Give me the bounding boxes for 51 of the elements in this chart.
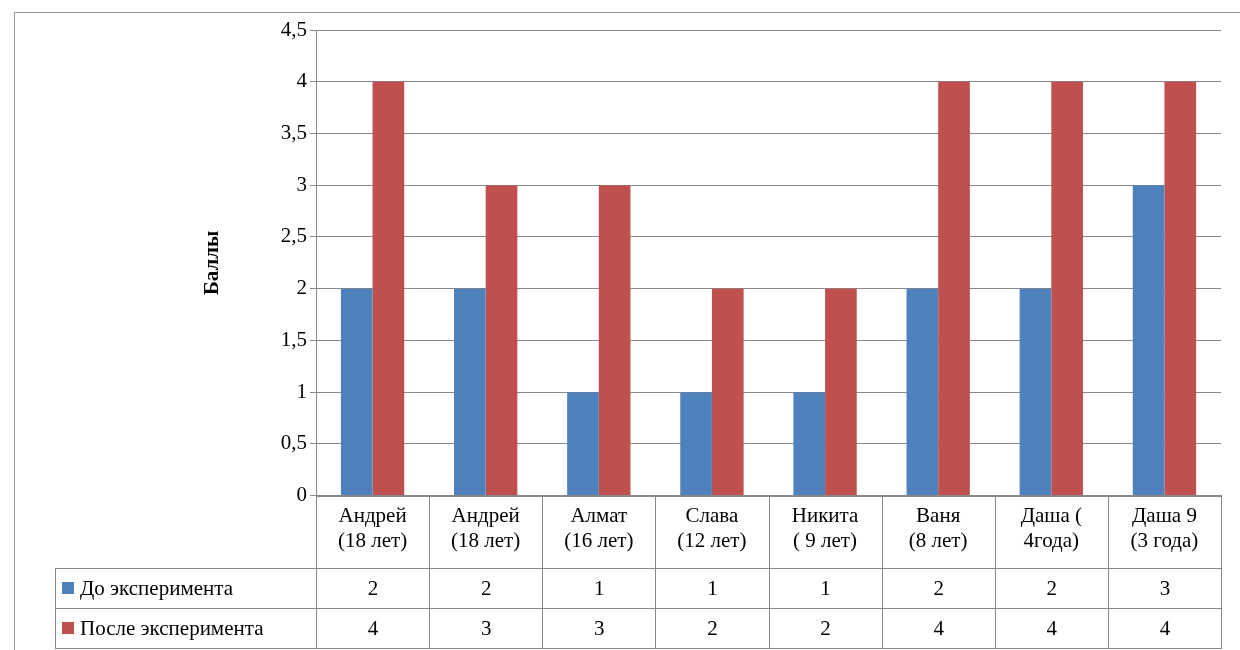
y-tick-label: 0,5 (280, 430, 307, 455)
bar (485, 185, 518, 496)
bar (1051, 81, 1083, 496)
y-axis-title: Баллы (199, 230, 224, 296)
x-tick-label: Никита ( 9 лет) (791, 502, 860, 552)
bar (372, 81, 405, 496)
bar (793, 392, 826, 496)
y-tick-label: 4,5 (280, 16, 307, 41)
bar (454, 288, 486, 496)
bar (1164, 81, 1197, 496)
data-label: 3 (1107, 567, 1222, 609)
x-tick-label: Андрей (18 лет) (337, 502, 408, 552)
x-tick-label: Андрей (18 лет) (451, 502, 521, 552)
bar (906, 288, 939, 496)
y-tick-label: 2 (296, 275, 307, 300)
data-label: 4 (881, 607, 996, 649)
data-label: 3 (429, 607, 544, 649)
data-label: 2 (994, 567, 1109, 609)
bar (1019, 288, 1052, 496)
data-label: 2 (655, 607, 770, 649)
bar (340, 288, 373, 496)
bar (825, 288, 857, 496)
x-tick-label: Ваня (8 лет) (908, 502, 968, 552)
bar (567, 392, 599, 496)
data-label: 4 (994, 607, 1109, 649)
bar (1132, 185, 1165, 496)
bar (598, 185, 631, 496)
data-label: 1 (655, 567, 770, 609)
bar (938, 81, 970, 496)
y-tick-label: 1,5 (280, 326, 307, 351)
data-label: 3 (542, 607, 657, 649)
bar (680, 392, 712, 496)
y-tick-label: 0 (296, 482, 307, 507)
data-label: 2 (881, 567, 996, 609)
y-tick-label: 3 (296, 171, 307, 196)
data-label: 4 (1107, 607, 1222, 649)
x-tick-label: Даша 9 (3 года) (1130, 502, 1199, 552)
y-tick-label: 3,5 (280, 119, 307, 144)
data-label: 1 (768, 567, 883, 609)
data-label: 1 (542, 567, 657, 609)
y-tick-label: 1 (296, 378, 307, 403)
y-tick-label: 2,5 (280, 223, 307, 248)
legend-label: После эксперимента (55, 607, 317, 649)
data-label: 2 (768, 607, 883, 649)
x-tick-label: Алмат (16 лет) (564, 502, 634, 552)
legend-label: До эксперимента (55, 567, 317, 609)
x-tick-label: Даша ( 4года) (1020, 502, 1083, 552)
data-label: 2 (429, 567, 544, 609)
bar (711, 288, 744, 496)
x-tick-label: Слава (12 лет) (677, 502, 747, 552)
y-tick-label: 4 (296, 68, 308, 93)
